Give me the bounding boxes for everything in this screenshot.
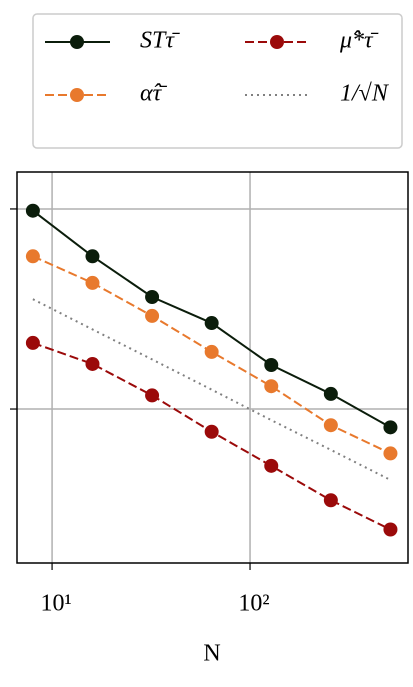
point <box>145 388 160 403</box>
legend-label: STτ̄ <box>140 28 180 54</box>
legend-label: 1/√N <box>340 81 390 107</box>
legend-marker <box>70 35 84 49</box>
point <box>323 418 338 433</box>
point <box>25 335 40 350</box>
x-axis-label: N <box>203 641 220 667</box>
point <box>383 446 398 461</box>
point <box>25 203 40 218</box>
point <box>85 356 100 371</box>
point <box>204 344 219 359</box>
legend-marker <box>70 88 84 102</box>
legend-box <box>32 13 403 149</box>
point <box>145 290 160 305</box>
legend-marker <box>270 35 284 49</box>
point <box>264 458 279 473</box>
series-line <box>32 298 391 481</box>
point <box>204 316 219 331</box>
point <box>383 420 398 435</box>
point <box>204 424 219 439</box>
legend-label: μ̂*τ̄ <box>339 28 379 54</box>
point <box>85 249 100 264</box>
point <box>145 308 160 323</box>
plot-frame <box>16 171 409 564</box>
point <box>25 249 40 264</box>
x-tick-label: 10² <box>238 591 269 617</box>
point <box>383 522 398 537</box>
point <box>323 386 338 401</box>
point <box>264 379 279 394</box>
x-tick-label: 10¹ <box>40 591 71 617</box>
point <box>85 275 100 290</box>
point <box>264 357 279 372</box>
point <box>323 493 338 508</box>
